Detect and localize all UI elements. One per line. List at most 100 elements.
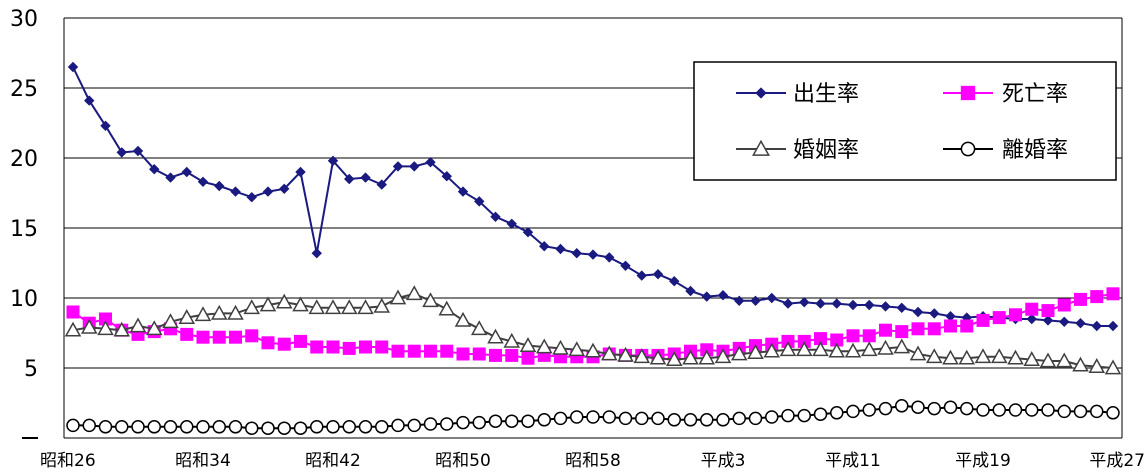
data-point [1041,403,1055,417]
data-point [1091,320,1102,332]
y-tick-label: 30 [10,7,38,32]
data-point [438,300,456,316]
data-point [342,420,356,434]
data-point [942,349,959,365]
data-point [586,410,600,424]
data-point [522,226,534,238]
y-tick-labels: 30 25 20 15 10 5 [10,7,38,439]
data-point [944,319,957,333]
data-point [649,349,667,365]
data-point [1026,313,1037,325]
data-point [860,341,878,357]
data-point [277,337,291,351]
data-point [652,268,664,280]
data-point [246,191,257,203]
data-point [505,348,519,362]
data-point [976,403,990,417]
axes [63,18,1123,439]
data-point [474,196,485,207]
data-point [1106,406,1120,420]
data-point [505,414,519,428]
data-point [98,420,113,434]
data-point [1039,352,1057,368]
data-point [878,401,893,416]
data-point [990,348,1008,364]
data-point [895,399,909,413]
data-point [960,401,974,416]
data-point [1057,298,1071,312]
data-point [958,349,976,365]
data-point [831,298,842,309]
data-point [633,348,651,364]
data-point [1074,292,1087,306]
data-point [357,299,374,315]
data-point [943,400,958,414]
data-point [375,340,389,354]
data-point [830,406,844,420]
data-point [115,420,129,434]
data-point [797,408,811,423]
data-point [795,341,813,357]
data-point [456,347,470,361]
data-point [506,218,517,230]
data-point [1073,404,1088,419]
data-point [600,345,618,361]
data-point [327,155,339,167]
data-point [716,413,730,427]
data-point [292,296,309,312]
data-point [782,298,794,309]
gridlines [64,17,1122,369]
data-point [1106,287,1120,301]
data-point [682,349,699,365]
data-point [927,322,941,336]
data-point [587,249,599,260]
legend-label: 出生率 [793,82,859,107]
data-point [1023,351,1041,366]
legend-marker [960,141,976,157]
data-point [552,339,569,355]
data-point [847,299,859,311]
data-point [896,302,907,314]
x-tick-label: 昭和50 [435,451,491,471]
data-point [1104,359,1122,375]
data-point [261,336,275,350]
data-point [1059,316,1070,328]
data-point [163,420,178,434]
data-point [487,328,504,344]
data-point [472,415,486,430]
data-point [342,341,356,355]
data-point [132,145,144,157]
data-point [457,186,469,197]
data-point [425,156,436,168]
data-point [66,418,80,433]
data-point [310,340,324,354]
data-point [245,329,259,343]
data-point [359,340,372,354]
data-point [604,252,615,263]
data-point [489,348,502,362]
x-tick-label: 昭和58 [565,451,621,471]
data-point [929,308,940,319]
data-point [165,172,176,183]
data-point [960,319,974,333]
data-point [178,309,196,324]
data-point [472,347,486,361]
data-point [227,304,244,320]
data-point [636,270,647,281]
data-point [1008,403,1023,417]
data-point [344,173,355,185]
data-point [326,420,340,434]
data-point [422,292,439,308]
data-point [196,420,210,434]
data-point [100,120,111,132]
data-point [862,329,876,343]
data-point [846,404,860,419]
data-point [1075,317,1086,329]
x-tick-label: 平成11 [825,451,881,471]
data-point [409,161,420,172]
data-point [440,417,454,431]
data-point [555,243,566,255]
legend-marker [960,85,976,101]
data-point [1090,290,1104,304]
